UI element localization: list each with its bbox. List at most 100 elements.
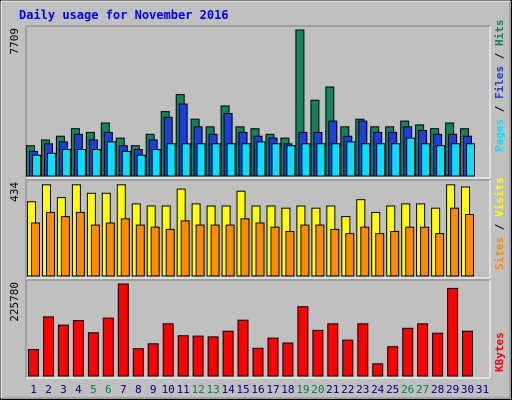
legend-item-visits: Visits	[493, 177, 506, 217]
bar-kbytes-17	[267, 337, 279, 377]
bar-kbytes-12	[192, 335, 204, 377]
bar-kbytes-27	[417, 323, 429, 377]
bar-pages-26	[406, 137, 416, 177]
bar-pages-7	[121, 150, 131, 177]
bar-pages-3	[61, 149, 71, 177]
bar-sites-7	[120, 218, 130, 277]
legend-separator: /	[493, 217, 506, 237]
x-tick-label-19: 19	[296, 383, 309, 396]
bar-kbytes-15	[237, 319, 249, 377]
bar-kbytes-20	[312, 329, 324, 377]
bar-sites-9	[150, 226, 160, 277]
bar-sites-5	[90, 224, 100, 277]
bar-pages-17	[271, 143, 281, 177]
bar-kbytes-8	[132, 348, 144, 377]
bar-kbytes-28	[432, 332, 444, 377]
bar-sites-20	[315, 224, 325, 277]
bar-sites-24	[375, 233, 385, 277]
bar-sites-1	[31, 222, 40, 277]
x-tick-label-24: 24	[371, 383, 385, 396]
bar-kbytes-1	[28, 349, 39, 377]
legend-top: Pages / Files / Hits	[493, 20, 506, 153]
bar-kbytes-23	[357, 323, 369, 377]
bar-pages-14	[226, 143, 236, 177]
x-tick-label-11: 11	[177, 383, 190, 396]
x-tick-label-6: 6	[105, 383, 112, 396]
bar-sites-18	[285, 231, 295, 277]
bar-pages-12	[196, 143, 206, 177]
bar-sites-14	[225, 224, 235, 277]
bar-pages-11	[181, 143, 191, 177]
y-max-label: 434	[8, 182, 21, 202]
chart-title: Daily usage for November 2016	[19, 8, 229, 22]
x-tick-label-3: 3	[60, 383, 67, 396]
bar-kbytes-3	[57, 324, 69, 377]
legend-item-files: Files	[493, 66, 506, 99]
x-tick-label-2: 2	[45, 383, 52, 396]
legend-item-sites: Sites	[493, 237, 506, 270]
bar-sites-11	[180, 220, 190, 277]
bar-kbytes-6	[102, 317, 114, 377]
bar-kbytes-11	[177, 335, 189, 377]
legend-item-kbytes: KBytes	[493, 332, 506, 372]
bar-sites-21	[330, 228, 340, 277]
x-tick-label-10: 10	[162, 383, 175, 396]
bar-sites-12	[195, 224, 205, 277]
bar-kbytes-5	[87, 332, 99, 377]
bar-kbytes-13	[207, 336, 219, 377]
panel-middle: 434 Sites / Visits	[8, 177, 506, 279]
x-tick-label-7: 7	[120, 383, 127, 396]
bar-pages-29	[451, 143, 461, 177]
bar-kbytes-30	[462, 330, 473, 377]
bar-pages-10	[166, 143, 176, 177]
panel-bottom: 225780 KBytes	[8, 279, 506, 379]
bar-pages-5	[91, 149, 101, 177]
bar-pages-24	[376, 143, 386, 177]
legend-middle: Sites / Visits	[493, 177, 506, 270]
bar-kbytes-2	[43, 316, 54, 377]
bar-sites-6	[105, 222, 115, 277]
bar-kbytes-10	[162, 323, 174, 377]
x-tick-label-23: 23	[356, 383, 369, 396]
chart-panels: 7709 Pages / Files / Hits 434 Sites / Visit…	[8, 20, 506, 379]
bar-kbytes-29	[447, 287, 459, 377]
x-tick-label-8: 8	[135, 383, 142, 396]
bar-sites-10	[165, 228, 175, 277]
bar-kbytes-25	[387, 346, 399, 377]
x-tick-label-29: 29	[446, 383, 459, 396]
series-sites	[31, 207, 474, 277]
bar-sites-22	[345, 233, 355, 277]
bar-kbytes-21	[327, 323, 339, 377]
x-tick-label-9: 9	[150, 383, 157, 396]
bar-pages-28	[436, 145, 446, 177]
legend-separator: /	[493, 99, 506, 119]
bar-pages-8	[136, 154, 146, 177]
bar-pages-19	[301, 143, 311, 177]
bar-kbytes-14	[222, 330, 234, 377]
bar-sites-30	[465, 214, 474, 277]
x-tick-label-21: 21	[326, 383, 339, 396]
bar-kbytes-19	[297, 306, 309, 377]
bar-pages-23	[361, 143, 371, 177]
legend-item-hits: Hits	[493, 20, 506, 47]
bar-pages-9	[151, 149, 161, 177]
x-tick-label-27: 27	[416, 383, 429, 396]
bar-kbytes-18	[282, 342, 294, 377]
bar-pages-6	[106, 141, 116, 177]
bar-sites-4	[75, 211, 85, 277]
bar-sites-13	[210, 224, 220, 277]
bar-sites-29	[450, 207, 460, 277]
x-tick-label-5: 5	[90, 383, 97, 396]
bar-pages-18	[286, 145, 296, 177]
bar-kbytes-7	[117, 283, 129, 377]
bar-sites-28	[435, 233, 445, 277]
bar-sites-26	[405, 226, 415, 277]
x-tick-label-30: 30	[461, 383, 474, 396]
bar-sites-15	[240, 218, 250, 277]
x-tick-label-4: 4	[75, 383, 82, 396]
x-tick-label-1: 1	[30, 383, 37, 396]
bar-sites-23	[360, 226, 370, 277]
x-tick-label-31: 31	[476, 383, 489, 396]
bar-pages-27	[421, 143, 431, 177]
